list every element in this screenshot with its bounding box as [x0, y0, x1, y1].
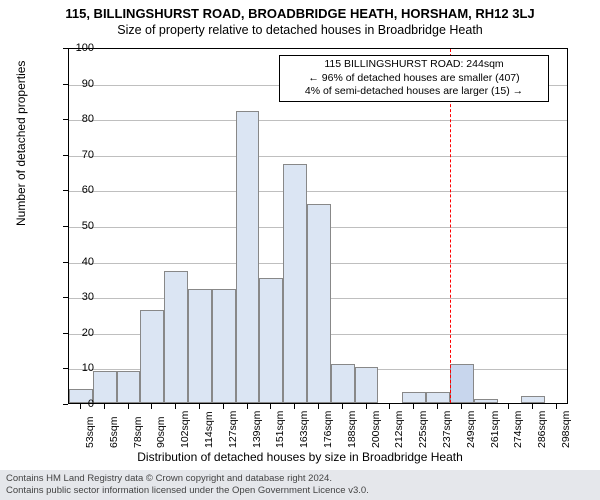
x-tick-mark: [366, 404, 367, 409]
annotation-line-3: 4% of semi-detached houses are larger (1…: [284, 85, 544, 99]
x-tick-mark: [223, 404, 224, 409]
x-tick-label: 188sqm: [346, 411, 358, 448]
histogram-bar: [212, 289, 236, 403]
grid-line: [69, 191, 567, 192]
x-tick-mark: [128, 404, 129, 409]
x-tick-mark: [342, 404, 343, 409]
page-title: 115, BILLINGSHURST ROAD, BROADBRIDGE HEA…: [0, 0, 600, 21]
x-tick-label: 139sqm: [251, 411, 263, 448]
x-tick-mark: [270, 404, 271, 409]
histogram-bar: [307, 204, 331, 403]
annotation-line-2: ← 96% of detached houses are smaller (40…: [284, 72, 544, 86]
histogram-bar: [93, 371, 117, 403]
x-tick-label: 249sqm: [465, 411, 477, 448]
x-tick-label: 78sqm: [132, 416, 144, 448]
histogram-bar: [164, 271, 188, 403]
x-tick-mark: [294, 404, 295, 409]
x-tick-label: 212sqm: [393, 411, 405, 448]
y-tick-label: 90: [64, 78, 94, 90]
histogram-bar: [283, 164, 307, 403]
y-tick-label: 100: [64, 42, 94, 54]
x-tick-label: 102sqm: [179, 411, 191, 448]
x-tick-mark: [413, 404, 414, 409]
highlight-line: [450, 49, 451, 403]
y-tick-mark: [63, 48, 68, 49]
x-tick-mark: [485, 404, 486, 409]
y-axis-label: Number of detached properties: [14, 61, 28, 226]
x-tick-label: 151sqm: [274, 411, 286, 448]
x-tick-mark: [389, 404, 390, 409]
x-tick-label: 261sqm: [489, 411, 501, 448]
x-tick-label: 90sqm: [155, 416, 167, 448]
histogram-chart: 115 BILLINGSHURST ROAD: 244sqm ← 96% of …: [68, 48, 568, 404]
histogram-bar: [355, 367, 379, 403]
histogram-bar: [188, 289, 212, 403]
y-tick-mark: [63, 368, 68, 369]
x-tick-label: 274sqm: [512, 411, 524, 448]
y-tick-mark: [63, 262, 68, 263]
y-tick-label: 60: [64, 184, 94, 196]
x-tick-mark: [532, 404, 533, 409]
y-tick-label: 10: [64, 362, 94, 374]
x-tick-mark: [437, 404, 438, 409]
y-tick-label: 50: [64, 220, 94, 232]
histogram-bar: [331, 364, 355, 403]
y-tick-mark: [63, 404, 68, 405]
y-tick-mark: [63, 226, 68, 227]
x-tick-label: 65sqm: [108, 416, 120, 448]
histogram-bar: [259, 278, 283, 403]
x-tick-mark: [556, 404, 557, 409]
x-axis-label: Distribution of detached houses by size …: [0, 450, 600, 464]
x-tick-label: 176sqm: [322, 411, 334, 448]
x-tick-mark: [104, 404, 105, 409]
y-tick-mark: [63, 333, 68, 334]
histogram-bar: [474, 399, 498, 403]
annotation-line-1: 115 BILLINGSHURST ROAD: 244sqm: [284, 58, 544, 72]
y-tick-label: 30: [64, 291, 94, 303]
grid-line: [69, 120, 567, 121]
x-tick-label: 163sqm: [298, 411, 310, 448]
histogram-bar: [450, 364, 474, 403]
x-tick-mark: [508, 404, 509, 409]
histogram-bar: [140, 310, 164, 403]
y-tick-mark: [63, 155, 68, 156]
histogram-bar: [521, 396, 545, 403]
histogram-bar: [236, 111, 260, 403]
x-tick-label: 114sqm: [203, 411, 215, 448]
y-tick-mark: [63, 84, 68, 85]
histogram-bar: [402, 392, 426, 403]
footer-line-2: Contains public sector information licen…: [6, 485, 594, 497]
annotation-box: 115 BILLINGSHURST ROAD: 244sqm ← 96% of …: [279, 55, 549, 102]
x-tick-label: 298sqm: [560, 411, 572, 448]
x-tick-mark: [247, 404, 248, 409]
footer-line-1: Contains HM Land Registry data © Crown c…: [6, 473, 594, 485]
x-tick-mark: [80, 404, 81, 409]
x-tick-mark: [199, 404, 200, 409]
y-tick-label: 70: [64, 149, 94, 161]
page-subtitle: Size of property relative to detached ho…: [0, 21, 600, 37]
x-tick-label: 200sqm: [370, 411, 382, 448]
x-tick-mark: [175, 404, 176, 409]
x-tick-mark: [318, 404, 319, 409]
y-tick-mark: [63, 119, 68, 120]
x-tick-label: 225sqm: [417, 411, 429, 448]
y-tick-label: 80: [64, 113, 94, 125]
y-tick-label: 20: [64, 327, 94, 339]
y-tick-mark: [63, 190, 68, 191]
histogram-bar: [117, 371, 141, 403]
footer: Contains HM Land Registry data © Crown c…: [0, 470, 600, 500]
x-tick-mark: [151, 404, 152, 409]
x-tick-label: 286sqm: [536, 411, 548, 448]
histogram-bar: [426, 392, 450, 403]
x-tick-label: 127sqm: [227, 411, 239, 448]
y-tick-label: 40: [64, 256, 94, 268]
x-tick-label: 53sqm: [84, 416, 96, 448]
x-tick-label: 237sqm: [441, 411, 453, 448]
x-tick-mark: [461, 404, 462, 409]
grid-line: [69, 156, 567, 157]
y-tick-mark: [63, 297, 68, 298]
